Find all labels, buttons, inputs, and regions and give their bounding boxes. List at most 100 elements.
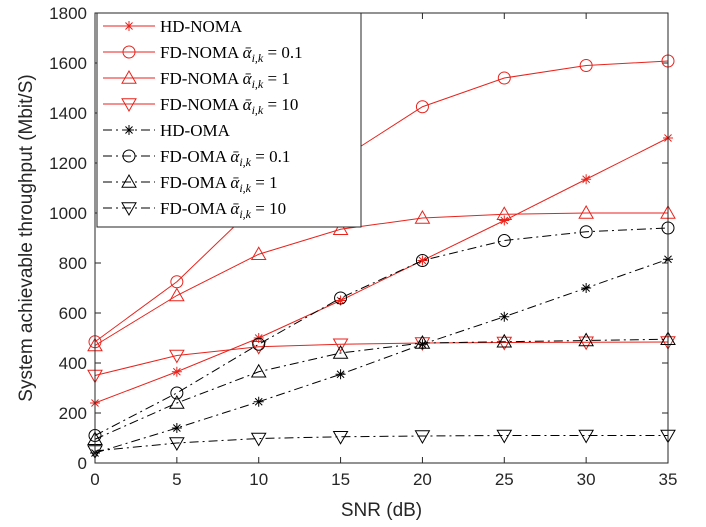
legend-label: FD-OMA ᾱi,k = 1 xyxy=(160,173,278,195)
legend-label-prefix: FD-OMA xyxy=(160,173,230,192)
legend-item: FD-NOMA ᾱi,k = 1 xyxy=(103,69,290,91)
data-point xyxy=(171,423,182,433)
data-point xyxy=(415,254,429,267)
data-point xyxy=(496,336,513,351)
legend-label-prefix: HD-OMA xyxy=(160,121,231,140)
data-point xyxy=(496,206,513,220)
legend-marker xyxy=(121,69,137,84)
data-point xyxy=(497,71,511,85)
y-tick-label: 1400 xyxy=(49,104,87,123)
data-point xyxy=(168,394,185,409)
series-line xyxy=(94,435,668,452)
data-point xyxy=(417,339,428,350)
y-axis-title: System achievable throughput (Mbit/S) xyxy=(16,74,37,401)
data-point xyxy=(578,429,595,444)
data-point xyxy=(578,332,595,347)
legend-label: HD-OMA xyxy=(160,121,231,140)
legend-label-suffix: = 10 xyxy=(263,95,298,114)
data-point xyxy=(499,215,510,226)
data-point xyxy=(579,59,593,72)
legend-label-symbol: ᾱ xyxy=(230,147,240,166)
y-tick-label: 600 xyxy=(59,304,87,323)
legend-label-subscript: i,k xyxy=(252,77,264,91)
legend-label-subscript: i,k xyxy=(252,51,264,65)
data-point xyxy=(415,100,429,114)
data-point xyxy=(414,209,431,224)
legend-label-prefix: FD-NOMA xyxy=(160,69,243,88)
data-point xyxy=(168,349,185,364)
series-line xyxy=(94,341,669,376)
legend-marker xyxy=(124,125,134,135)
series-4 xyxy=(87,336,676,384)
series-line xyxy=(94,212,668,346)
data-point xyxy=(250,432,267,447)
data-point xyxy=(332,338,349,353)
legend-marker xyxy=(124,21,134,31)
legend-item: HD-NOMA xyxy=(103,17,243,36)
data-point xyxy=(335,369,346,380)
data-point xyxy=(578,336,595,351)
legend-box xyxy=(96,12,362,228)
legend-marker xyxy=(122,149,136,163)
legend-marker xyxy=(121,173,137,188)
y-tick-label: 0 xyxy=(78,454,87,473)
series-7 xyxy=(87,331,676,445)
data-point xyxy=(579,225,593,239)
data-point xyxy=(250,363,267,378)
data-point xyxy=(168,287,185,302)
x-tick-label: 15 xyxy=(331,470,350,489)
legend-label: FD-NOMA ᾱi,k = 10 xyxy=(160,95,298,117)
data-point xyxy=(335,295,346,306)
legend-item: FD-OMA ᾱi,k = 1 xyxy=(103,173,278,195)
data-point xyxy=(332,221,349,235)
legend-label: FD-NOMA ᾱi,k = 1 xyxy=(160,69,290,91)
data-point xyxy=(168,437,185,452)
legend-label-suffix: = 10 xyxy=(251,199,286,218)
y-tick-label: 800 xyxy=(59,254,87,273)
data-point xyxy=(414,430,431,445)
series-3 xyxy=(87,204,676,352)
series-line xyxy=(94,258,669,454)
series-5 xyxy=(90,254,673,458)
y-tick-label: 1800 xyxy=(49,4,87,23)
legend-label: HD-NOMA xyxy=(160,17,243,36)
data-point xyxy=(496,333,513,348)
data-point xyxy=(250,246,267,260)
legend-item: FD-OMA ᾱi,k = 0.1 xyxy=(103,147,290,169)
data-point xyxy=(253,396,264,407)
ticks-layer: 0 5 10 15 20 25 30 35 0 200 400 600 800 1000 1200 1400 1… xyxy=(49,4,677,489)
legend-label-symbol: ᾱ xyxy=(230,199,240,218)
data-point xyxy=(578,204,595,219)
data-point xyxy=(417,255,428,266)
legend-label: FD-OMA ᾱi,k = 0.1 xyxy=(160,147,290,169)
x-tick-label: 10 xyxy=(249,470,268,489)
legend-marker xyxy=(121,202,137,217)
legend-label-prefix: FD-OMA xyxy=(160,147,230,166)
legend-label-subscript: i,k xyxy=(239,181,251,195)
data-point xyxy=(499,311,510,322)
data-point xyxy=(581,283,592,293)
data-point xyxy=(581,174,592,185)
legend-label-symbol: ᾱ xyxy=(243,95,253,114)
plot-frame xyxy=(94,12,669,464)
data-point xyxy=(334,291,348,305)
x-tick-label: 20 xyxy=(413,470,432,489)
legend-label-symbol: ᾱ xyxy=(243,43,253,62)
x-tick-label: 0 xyxy=(90,470,99,489)
x-tick-label: 25 xyxy=(495,470,514,489)
data-point xyxy=(171,366,182,377)
legend-label-symbol: ᾱ xyxy=(230,173,240,192)
legend-label: FD-NOMA ᾱi,k = 0.1 xyxy=(160,43,303,65)
series-line xyxy=(94,227,669,436)
legend-marker xyxy=(121,98,137,113)
legend-label-prefix: HD-NOMA xyxy=(160,17,243,36)
y-tick-label: 1600 xyxy=(49,54,87,73)
x-tick-label: 35 xyxy=(659,470,678,489)
data-point xyxy=(332,344,349,359)
legend-label-suffix: = 1 xyxy=(251,173,278,192)
legend-label-subscript: i,k xyxy=(239,155,251,169)
legend-label: FD-OMA ᾱi,k = 10 xyxy=(160,199,286,221)
legend-item: HD-OMA xyxy=(103,121,231,140)
